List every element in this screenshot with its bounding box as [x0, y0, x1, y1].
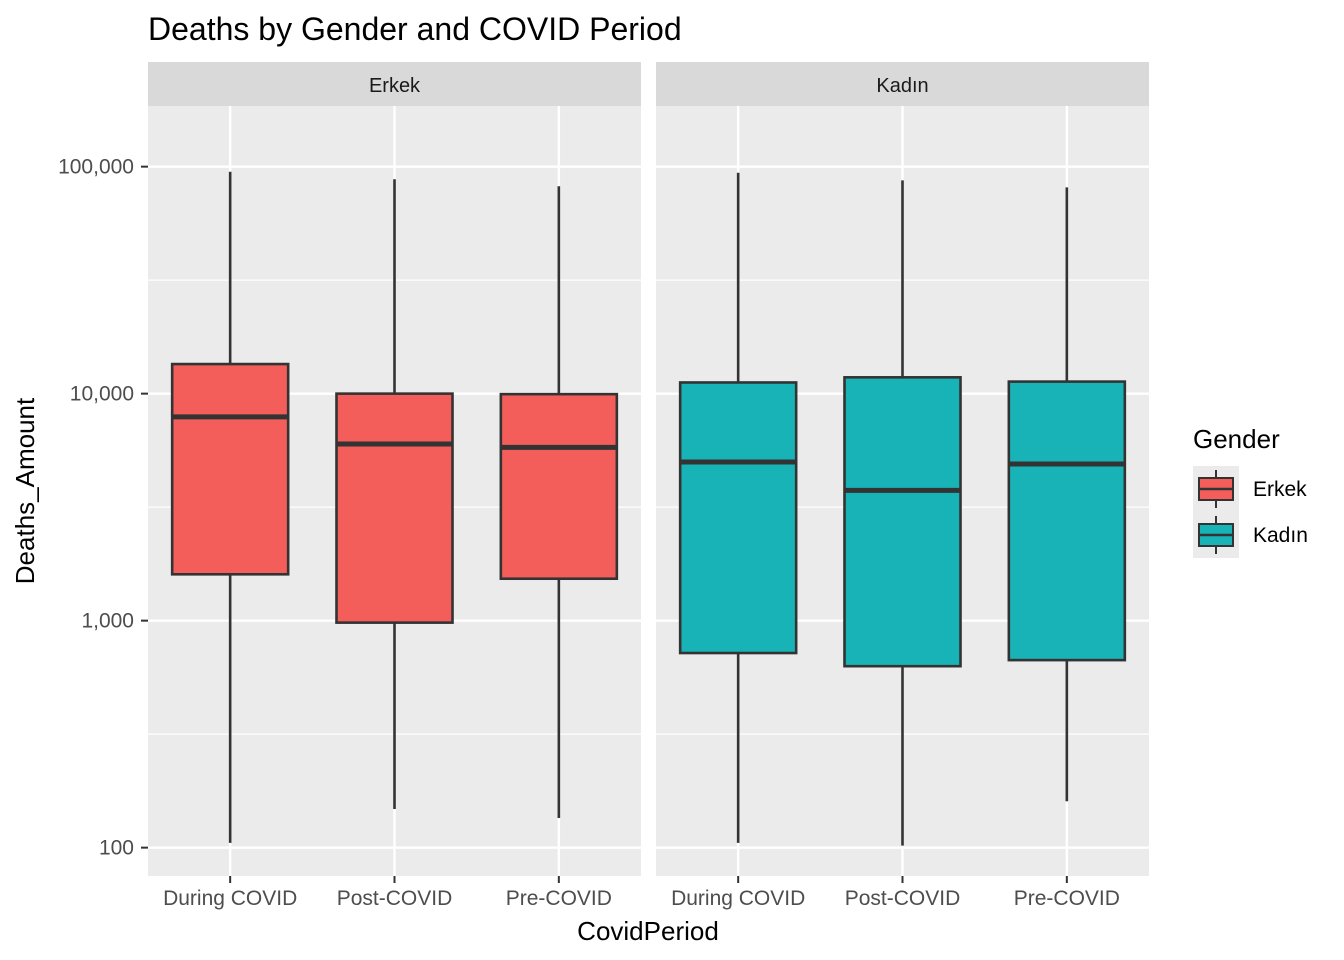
facet-panel-1: Kadın During COVID Post-COVID Pre-COVID [656, 62, 1149, 910]
y-tick-label: 10,000 [70, 383, 134, 406]
legend: Gender Erkek Kadın [1193, 424, 1308, 558]
facet-label-1: Kadın [876, 75, 928, 97]
legend-entry-1: Kadın [1193, 512, 1308, 558]
chart-title: Deaths by Gender and COVID Period [148, 11, 682, 47]
x-axis-title: CovidPeriod [577, 916, 719, 946]
box-1-0 [678, 172, 798, 843]
y-tick-label: 100,000 [58, 156, 134, 179]
box-0-0 [170, 171, 290, 843]
x-tick-label: Post-COVID [845, 887, 961, 910]
box-0-1 [335, 179, 454, 809]
x-tick-label: Pre-COVID [1014, 887, 1120, 910]
facet-strip-0 [148, 62, 641, 106]
box-1-2 [1007, 187, 1127, 802]
facet-label-0: Erkek [369, 75, 421, 97]
box-iqr [1007, 380, 1127, 662]
y-tick-label: 1,000 [81, 610, 134, 633]
box-iqr [499, 392, 619, 581]
x-tick-label: Post-COVID [337, 887, 453, 910]
y-axis-title: Deaths_Amount [10, 397, 40, 584]
box-iqr [678, 381, 798, 655]
legend-label: Kadın [1253, 524, 1308, 547]
facet-panel-0: Erkek During COVID Post-COVID Pre-COVID [148, 62, 641, 910]
box-iqr [170, 362, 290, 576]
legend-label: Erkek [1253, 478, 1307, 501]
x-tick-label: During COVID [163, 887, 297, 910]
box-1-1 [843, 180, 962, 846]
box-iqr [843, 376, 962, 668]
y-tick-label: 100 [99, 837, 134, 860]
legend-entry-0: Erkek [1193, 466, 1307, 512]
x-tick-label: Pre-COVID [506, 887, 612, 910]
legend-title: Gender [1193, 424, 1280, 454]
box-iqr [335, 392, 454, 624]
x-tick-label: During COVID [671, 887, 805, 910]
box-0-2 [499, 186, 619, 819]
facet-strip-1 [656, 62, 1149, 106]
